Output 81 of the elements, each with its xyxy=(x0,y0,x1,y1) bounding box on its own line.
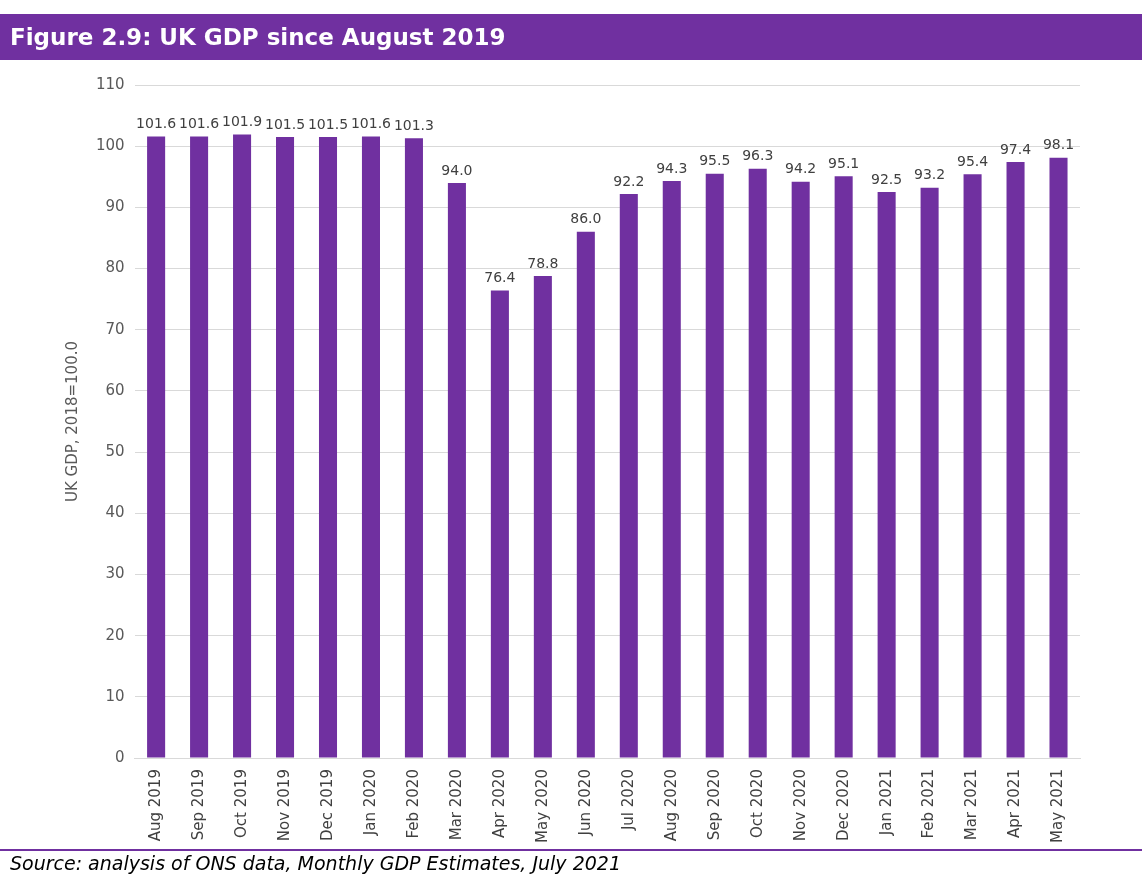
data-label: 93.2 xyxy=(914,166,946,183)
bar xyxy=(404,138,423,758)
x-tick-label: Jan 2021 xyxy=(876,769,895,837)
x-tick-label: Oct 2020 xyxy=(747,769,766,838)
data-label: 101.6 xyxy=(350,115,392,132)
data-label: 95.1 xyxy=(828,154,860,171)
chart-title: Figure 2.9: UK GDP since August 2019 xyxy=(0,14,1142,60)
y-tick-label: 90 xyxy=(105,197,125,216)
bar xyxy=(963,174,982,758)
data-label: 101.5 xyxy=(264,115,306,132)
bar xyxy=(748,168,767,758)
y-tick-label: 50 xyxy=(105,442,125,461)
bar xyxy=(791,181,810,758)
y-tick-label: 30 xyxy=(105,564,125,583)
y-tick-label: 40 xyxy=(105,503,125,522)
x-tick-label: Jan 2020 xyxy=(360,769,379,837)
data-label: 95.5 xyxy=(699,152,731,169)
y-tick-label: 80 xyxy=(105,258,125,277)
data-label: 78.8 xyxy=(527,254,559,271)
data-label: 76.4 xyxy=(484,269,516,286)
x-tick-label: Jul 2020 xyxy=(618,769,637,832)
bar xyxy=(533,275,552,758)
y-tick-label: 20 xyxy=(105,625,125,644)
x-tick-label: Mar 2020 xyxy=(446,769,465,841)
bar xyxy=(361,136,380,758)
data-label: 101.5 xyxy=(307,115,349,132)
x-tick-label: May 2021 xyxy=(1048,769,1067,843)
y-tick-label: 110 xyxy=(95,74,125,93)
data-label: 94.2 xyxy=(785,160,817,177)
bar xyxy=(576,231,595,758)
data-label: 96.3 xyxy=(742,147,774,164)
bar xyxy=(447,182,466,758)
bar xyxy=(662,181,681,758)
x-tick-label: Dec 2020 xyxy=(833,769,852,842)
y-axis-title: UK GDP, 2018=100.0 xyxy=(62,341,81,503)
data-label: 86.0 xyxy=(570,210,602,227)
bar xyxy=(147,136,166,758)
x-tick-label: Sep 2020 xyxy=(704,769,723,841)
data-label: 94.3 xyxy=(656,159,688,176)
x-tick-label: Oct 2019 xyxy=(231,769,250,838)
y-tick-label: 10 xyxy=(105,686,125,705)
x-tick-label: May 2020 xyxy=(532,769,551,843)
x-tick-label: Sep 2019 xyxy=(188,769,207,841)
bar xyxy=(877,192,896,758)
x-tick-label: Feb 2020 xyxy=(403,769,422,839)
y-tick-label: 60 xyxy=(105,380,125,399)
bar xyxy=(190,136,209,758)
data-label: 97.4 xyxy=(999,140,1032,157)
x-tick-label: Aug 2019 xyxy=(146,769,165,842)
x-tick-label: Apr 2020 xyxy=(489,769,508,838)
data-label: 92.5 xyxy=(871,170,903,187)
x-tick-label: Nov 2019 xyxy=(274,769,293,842)
data-label: 94.0 xyxy=(441,161,473,178)
bar xyxy=(276,137,295,758)
data-label: 101.9 xyxy=(222,113,263,130)
data-label: 95.4 xyxy=(956,152,989,169)
bar xyxy=(619,193,638,758)
bar xyxy=(233,134,252,758)
data-label: 101.6 xyxy=(179,115,220,132)
bar xyxy=(1006,162,1025,758)
x-tick-label: Nov 2020 xyxy=(790,769,809,842)
bar xyxy=(834,176,853,758)
x-tick-label: Mar 2021 xyxy=(962,769,981,841)
data-label: 98.1 xyxy=(1042,136,1075,153)
source-note: Source: analysis of ONS data, Monthly GDP Estimates, July 2021 xyxy=(10,852,622,874)
y-tick-label: 70 xyxy=(105,319,125,338)
bar xyxy=(1049,157,1068,758)
x-tick-label: Feb 2021 xyxy=(919,769,938,839)
x-tick-label: Aug 2020 xyxy=(661,769,680,842)
x-tick-label: Jun 2020 xyxy=(575,769,594,837)
bar xyxy=(920,187,939,758)
bar xyxy=(318,137,338,758)
bar xyxy=(490,290,509,758)
bar xyxy=(705,173,724,758)
x-tick-label: Dec 2019 xyxy=(317,769,336,842)
data-label: 92.2 xyxy=(613,172,645,189)
y-tick-label: 100 xyxy=(95,136,125,155)
data-label: 101.6 xyxy=(136,115,177,132)
y-tick-label: 0 xyxy=(115,747,125,766)
x-tick-label: Apr 2021 xyxy=(1005,769,1024,838)
data-label: 101.3 xyxy=(393,116,434,133)
